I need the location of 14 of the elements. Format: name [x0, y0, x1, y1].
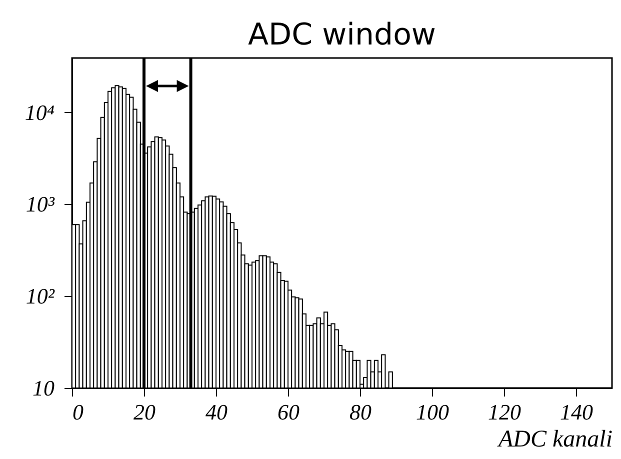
y-tick-label: 10⁴ — [24, 100, 55, 125]
y-tick-label: 10² — [26, 284, 55, 309]
x-tick-label: 120 — [488, 400, 521, 424]
x-tick-label: 140 — [560, 400, 593, 424]
x-tick-label: 40 — [206, 400, 228, 424]
x-tick-label: 60 — [278, 400, 300, 424]
x-tick-label: 20 — [134, 400, 156, 424]
x-tick-label: 80 — [350, 400, 372, 424]
text: ADC window — [248, 18, 436, 52]
y-tick-label: 10 — [32, 376, 54, 400]
x-axis-title: ADC kanali — [496, 426, 612, 452]
y-tick-label: 10³ — [26, 192, 55, 217]
x-tick-label: 0 — [72, 400, 84, 424]
x-tick-label: 100 — [416, 400, 449, 424]
